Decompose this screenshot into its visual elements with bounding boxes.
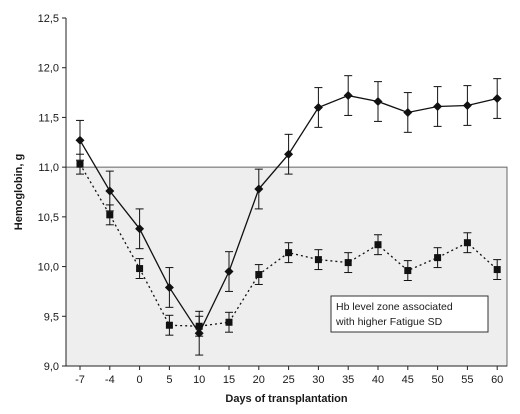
y-axis-title: Hemoglobin, g (13, 154, 25, 230)
x-tick-label: 10 (193, 374, 205, 386)
diamond-point (164, 282, 174, 292)
annotation-box: Hb level zone associated with higher Fat… (330, 295, 489, 333)
square-point (136, 265, 144, 273)
y-tick-label: 10,5 (38, 212, 59, 224)
x-tick-label: -7 (75, 374, 85, 386)
y-tick-label: 12,0 (38, 63, 59, 75)
annotation-line-1: Hb level zone associated (336, 301, 453, 313)
square-point (434, 254, 442, 262)
y-tick-label: 11,0 (38, 162, 59, 174)
square-point (195, 322, 203, 330)
diamond-point (403, 107, 413, 117)
y-tick-label: 10,0 (38, 262, 59, 274)
x-tick-label: 25 (282, 374, 294, 386)
x-tick-label: 45 (402, 374, 414, 386)
square-point (106, 211, 114, 219)
x-tick-label: 60 (491, 374, 503, 386)
x-tick-label: 30 (312, 374, 324, 386)
square-point (374, 241, 382, 249)
y-tick-label: 9,5 (44, 311, 59, 323)
diamond-point (343, 91, 353, 101)
series-2 (76, 153, 502, 337)
square-point (225, 318, 233, 326)
diamond-point (492, 94, 502, 104)
series-layer (75, 75, 502, 356)
x-tick-label: 15 (223, 374, 235, 386)
square-point (404, 267, 412, 275)
diamond-point (313, 102, 323, 112)
square-point (285, 249, 293, 257)
series-2-line (79, 163, 498, 327)
x-axis-title: Days of transplantation (225, 393, 348, 405)
x-axis-ticks: -7 -4 0 5 10 15 20 25 30 35 40 45 50 55 60 (75, 366, 503, 386)
y-tick-label: 9,0 (44, 361, 59, 373)
diamond-point (254, 184, 264, 194)
square-point (314, 256, 322, 264)
x-tick-label: 40 (372, 374, 384, 386)
diamond-point (284, 149, 294, 159)
diamond-point (105, 186, 115, 196)
x-tick-label: -4 (105, 374, 115, 386)
diamond-point (462, 100, 472, 110)
square-point (165, 321, 173, 329)
annotation-line-2: with higher Fatigue SD (335, 316, 443, 328)
x-tick-label: 20 (253, 374, 265, 386)
square-point (76, 160, 84, 168)
x-tick-label: 55 (461, 374, 473, 386)
x-tick-label: 35 (342, 374, 354, 386)
y-tick-label: 12,5 (38, 13, 59, 25)
diamond-point (224, 267, 234, 277)
diamond-point (135, 224, 145, 234)
square-point (255, 271, 263, 279)
x-tick-label: 0 (137, 374, 143, 386)
diamond-point (373, 97, 383, 107)
square-point (344, 259, 352, 267)
square-point (493, 266, 501, 274)
y-axis-ticks: 9,0 9,5 10,0 10,5 11,0 11,5 12,0 12,5 (38, 13, 66, 373)
square-point (463, 239, 471, 247)
diamond-point (75, 135, 85, 145)
shaded-zone (65, 166, 508, 367)
y-tick-label: 11,5 (38, 112, 59, 124)
x-tick-label: 50 (431, 374, 443, 386)
diamond-point (433, 101, 443, 111)
x-tick-label: 5 (166, 374, 172, 386)
